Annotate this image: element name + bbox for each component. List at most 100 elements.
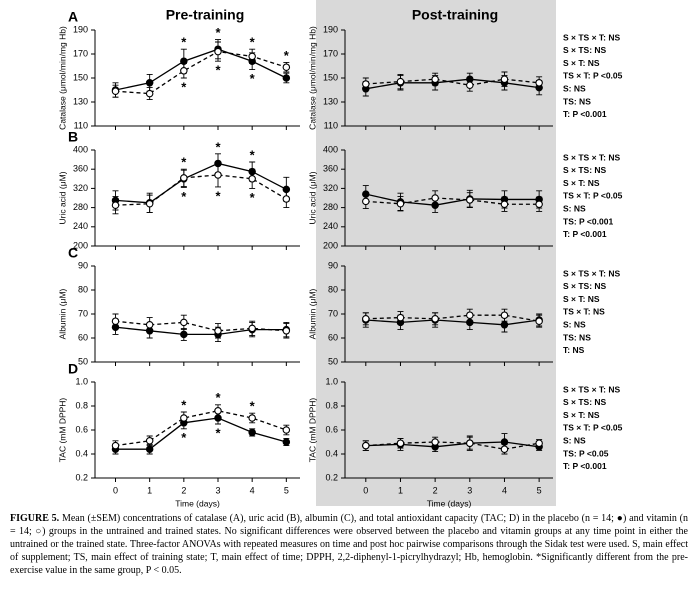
- significance-marker: *: [250, 71, 256, 86]
- series-line: [115, 320, 287, 332]
- x-tick-label: 5: [284, 485, 289, 495]
- data-point: [535, 439, 543, 447]
- series-line: [115, 50, 287, 95]
- stats-line: TS: P <0.05: [563, 448, 609, 458]
- series-line: [365, 319, 540, 326]
- data-point: [362, 80, 370, 88]
- stats-line: T: P <0.001: [563, 461, 607, 471]
- data-point: [282, 63, 291, 71]
- y-tick-label: 60: [78, 332, 88, 342]
- stats-line: T: NS: [563, 345, 585, 355]
- stats-line: TS: NS: [563, 332, 591, 342]
- data-point: [466, 439, 474, 447]
- y-tick-label: 130: [73, 96, 88, 106]
- panel-letter: C: [68, 245, 78, 261]
- data-point: [145, 437, 154, 445]
- data-point: [500, 200, 509, 208]
- panel-letter: A: [68, 9, 78, 25]
- stats-line: TS: NS: [563, 96, 591, 106]
- stats-line: S × TS × T: NS: [563, 268, 620, 278]
- y-tick-label: 80: [78, 284, 88, 294]
- significance-marker: *: [250, 147, 256, 162]
- stats-line: TS × T: P <0.05: [563, 191, 623, 201]
- data-point: [111, 87, 120, 95]
- stats-line: S × TS × T: NS: [563, 32, 620, 42]
- data-point: [282, 426, 291, 434]
- series-line: [365, 193, 540, 206]
- data-point: [180, 67, 188, 75]
- data-point: [535, 317, 543, 325]
- y-tick-label: 320: [323, 183, 338, 193]
- data-point: [180, 414, 188, 422]
- y-tick-label: 170: [323, 48, 338, 58]
- data-point: [145, 79, 154, 87]
- data-point: [214, 47, 222, 56]
- series-line: [365, 314, 540, 322]
- series-line: [365, 78, 540, 86]
- data-point: [431, 438, 439, 446]
- significance-marker: *: [181, 430, 187, 445]
- series-line: [115, 326, 287, 336]
- data-point: [214, 327, 222, 335]
- y-tick-label: 50: [328, 356, 338, 366]
- y-tick-label: 70: [328, 308, 338, 318]
- significance-marker: *: [181, 189, 187, 204]
- significance-marker: *: [250, 399, 256, 414]
- data-point: [500, 75, 509, 83]
- data-point: [535, 200, 543, 208]
- y-tick-label: 360: [323, 164, 338, 174]
- x-tick-label: 0: [363, 485, 368, 495]
- x-tick-label: 1: [398, 485, 403, 495]
- y-tick-label: 190: [73, 24, 88, 34]
- data-point: [214, 171, 222, 179]
- y-tick-label: 400: [323, 144, 338, 154]
- stats-line: S × TS × T: NS: [563, 152, 620, 162]
- y-tick-label: 50: [78, 356, 88, 366]
- data-point: [180, 330, 188, 339]
- significance-marker: *: [181, 155, 187, 170]
- y-tick-label: 240: [73, 221, 88, 231]
- stats-line: S × T: NS: [563, 410, 600, 420]
- stats-line: S × T: NS: [563, 294, 600, 304]
- data-point: [362, 315, 370, 323]
- y-tick-label: 0.2: [325, 472, 338, 482]
- x-tick-label: 0: [113, 485, 118, 495]
- data-point: [500, 445, 509, 453]
- data-point: [431, 75, 439, 83]
- data-point: [362, 197, 370, 206]
- data-point: [500, 321, 509, 329]
- stats-line: S × T: NS: [563, 58, 600, 68]
- data-point: [396, 200, 405, 208]
- significance-marker: *: [181, 79, 187, 94]
- stats-line: S × TS: NS: [563, 397, 607, 407]
- x-axis-label: Time (days): [175, 498, 220, 508]
- stats-line: S × TS: NS: [563, 281, 607, 291]
- data-point: [282, 327, 291, 335]
- series-line: [115, 174, 287, 206]
- data-point: [214, 407, 222, 415]
- y-tick-label: 360: [73, 164, 88, 174]
- data-point: [145, 200, 154, 208]
- significance-marker: *: [215, 425, 221, 440]
- y-tick-label: 90: [328, 260, 338, 270]
- y-axis-label: Catalase (μmol/min/mg Hb): [57, 26, 67, 130]
- data-point: [248, 414, 256, 422]
- data-point: [145, 321, 154, 329]
- y-axis-label: Albumin (μM): [57, 288, 67, 339]
- stats-line: T: P <0.001: [563, 229, 607, 239]
- series-line: [365, 441, 540, 450]
- y-tick-label: 110: [74, 120, 88, 130]
- caption-text: Mean (±SEM) concentrations of catalase (…: [10, 513, 688, 576]
- data-point: [248, 428, 256, 437]
- y-axis-label: Uric acid (μM): [57, 171, 67, 224]
- caption: FIGURE 5. Mean (±SEM) concentrations of …: [10, 512, 688, 577]
- y-tick-label: 200: [323, 240, 338, 250]
- data-point: [466, 81, 474, 89]
- data-point: [248, 324, 256, 333]
- x-tick-label: 5: [537, 485, 542, 495]
- y-tick-label: 280: [323, 202, 338, 212]
- y-tick-label: 80: [328, 284, 338, 294]
- significance-marker: *: [215, 139, 221, 154]
